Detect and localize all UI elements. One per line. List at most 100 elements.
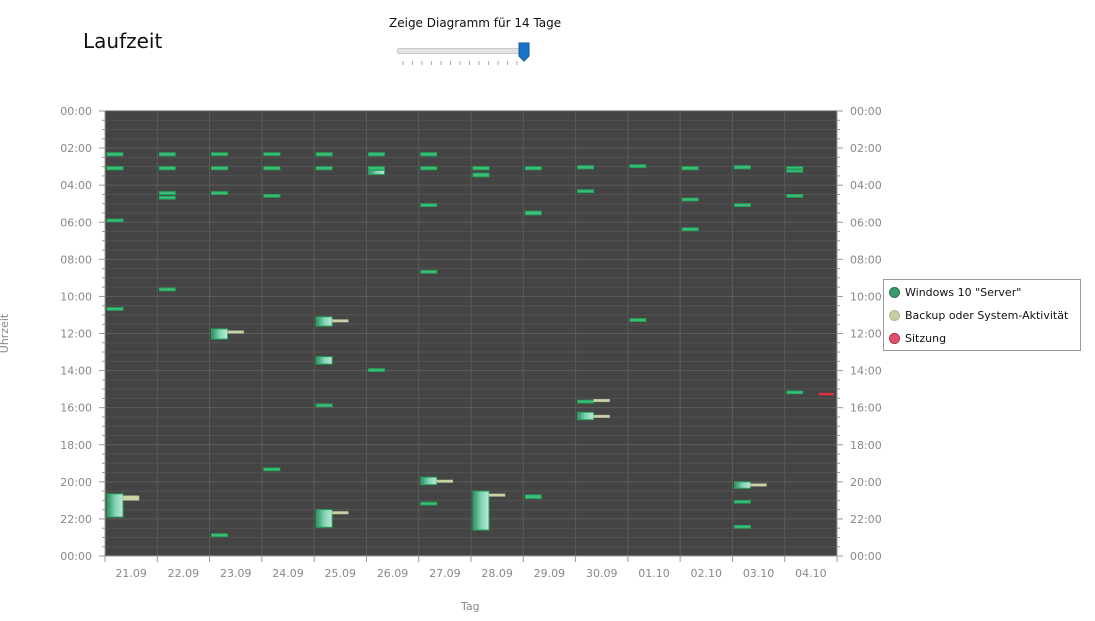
windows-bar <box>263 152 281 156</box>
backup-bar <box>227 330 244 334</box>
axes <box>99 110 843 562</box>
windows-bar <box>315 509 333 528</box>
windows-bar <box>106 307 124 311</box>
x-tick-label: 02.10 <box>691 567 723 580</box>
y-tick-label-left: 04:00 <box>60 179 92 192</box>
legend-label: Sitzung <box>905 331 947 345</box>
windows-bar <box>367 152 385 157</box>
windows-bar <box>733 524 751 529</box>
windows-bar <box>681 166 699 171</box>
windows-bar <box>733 481 751 489</box>
backup-bar <box>750 483 767 487</box>
windows-bar <box>524 210 542 216</box>
y-tick-label-left: 20:00 <box>60 476 92 489</box>
axis-labels: 00:00 00:00 02:00 02:00 04:00 04:00 06:00 06:00… <box>60 105 881 580</box>
windows-bar <box>786 390 804 395</box>
windows-bar <box>315 356 333 365</box>
session-bar <box>818 392 834 396</box>
y-tick-label-right: 20:00 <box>850 476 882 489</box>
windows-bar <box>629 164 647 169</box>
windows-bar <box>629 318 647 322</box>
legend-item-windows[interactable]: Windows 10 "Server" <box>889 284 1021 300</box>
windows-bar <box>577 399 595 404</box>
bars <box>106 152 834 538</box>
backup-bar <box>331 511 349 515</box>
x-axis-title: Tag <box>461 600 480 613</box>
backup-bar <box>436 479 453 483</box>
y-tick-label-left: 16:00 <box>60 402 92 415</box>
y-tick-label-left: 14:00 <box>60 365 92 378</box>
y-tick-label-left: 00:00 <box>60 550 92 563</box>
windows-bar <box>106 166 124 171</box>
backup-bar <box>331 319 349 323</box>
windows-bar <box>472 490 490 531</box>
x-tick-label: 21.09 <box>115 567 147 580</box>
windows-bar <box>524 166 542 171</box>
windows-bar <box>681 197 699 202</box>
session-swatch-icon <box>889 332 900 344</box>
windows-bar <box>315 316 333 327</box>
x-tick-label: 24.09 <box>272 567 304 580</box>
windows-bar <box>577 189 595 194</box>
windows-bar <box>367 169 385 175</box>
y-tick-label-right: 04:00 <box>850 179 882 192</box>
windows-bar <box>786 166 804 170</box>
y-tick-label-right: 16:00 <box>850 402 882 415</box>
page-title: Laufzeit <box>83 29 163 53</box>
windows-bar <box>158 287 176 292</box>
x-tick-label: 22.09 <box>168 567 200 580</box>
windows-bar <box>577 165 595 170</box>
legend-label: Windows 10 "Server" <box>905 285 1022 299</box>
windows-bar <box>263 166 281 171</box>
backup-bar <box>593 414 610 418</box>
y-tick-label-right: 06:00 <box>850 216 882 229</box>
backup-bar <box>488 493 506 497</box>
y-tick-label-right: 12:00 <box>850 328 882 341</box>
windows-bar <box>211 533 229 538</box>
x-tick-label: 30.09 <box>586 567 618 580</box>
windows-bar <box>420 269 438 274</box>
windows-bar <box>211 191 229 195</box>
legend-item-session[interactable]: Sitzung <box>889 330 946 346</box>
days-slider-handle[interactable] <box>518 42 530 62</box>
windows-bar <box>106 152 124 157</box>
y-tick-label-left: 12:00 <box>60 328 92 341</box>
y-tick-label-left: 22:00 <box>60 513 92 526</box>
y-tick-label-right: 18:00 <box>850 439 882 452</box>
windows-bar <box>315 403 333 408</box>
y-tick-label-left: 00:00 <box>60 105 92 118</box>
legend-label: Backup oder System-Aktivität <box>905 308 1069 322</box>
windows-bar <box>420 501 438 506</box>
windows-bar <box>211 328 229 340</box>
windows-bar <box>211 166 229 171</box>
x-tick-label: 28.09 <box>481 567 513 580</box>
y-tick-label-left: 18:00 <box>60 439 92 452</box>
backup-bar <box>593 399 610 403</box>
windows-bar <box>472 172 490 178</box>
windows-bar <box>733 499 751 504</box>
legend-item-backup[interactable]: Backup oder System-Aktivität <box>889 307 1068 323</box>
x-tick-label: 25.09 <box>325 567 357 580</box>
y-tick-label-left: 02:00 <box>60 142 92 155</box>
y-tick-label-right: 00:00 <box>850 105 882 118</box>
windows-bar <box>420 166 438 171</box>
windows-bar <box>158 166 176 171</box>
windows-bar <box>733 203 751 207</box>
windows-bar <box>472 166 490 171</box>
y-tick-label-right: 14:00 <box>850 365 882 378</box>
y-tick-label-left: 08:00 <box>60 253 92 266</box>
windows-bar <box>106 218 124 223</box>
windows-bar <box>420 476 438 486</box>
x-tick-label: 27.09 <box>429 567 461 580</box>
windows-bar <box>420 152 438 157</box>
windows-bar <box>786 193 804 198</box>
backup-bar <box>122 495 140 501</box>
windows-bar <box>420 203 438 207</box>
slider-ticks <box>402 61 518 65</box>
windows-swatch-icon <box>889 286 900 298</box>
y-axis-title: Uhrzeit <box>0 313 12 354</box>
x-tick-label: 29.09 <box>534 567 566 580</box>
backup-swatch-icon <box>889 309 900 321</box>
y-tick-label-right: 08:00 <box>850 253 882 266</box>
